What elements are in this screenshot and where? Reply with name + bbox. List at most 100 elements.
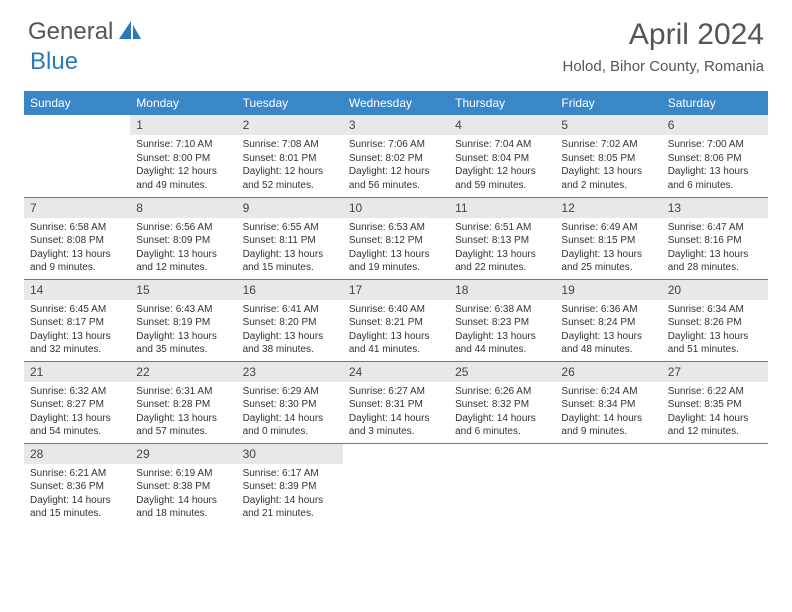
weekday-header: Sunday: [24, 91, 130, 115]
day-number: 5: [555, 115, 661, 135]
day-details: Sunrise: 6:36 AMSunset: 8:24 PMDaylight:…: [555, 300, 661, 361]
day-details: Sunrise: 6:19 AMSunset: 8:38 PMDaylight:…: [130, 464, 236, 525]
day-number: [662, 444, 768, 450]
day-number: 2: [237, 115, 343, 135]
day-number: 10: [343, 198, 449, 218]
day-details: Sunrise: 6:56 AMSunset: 8:09 PMDaylight:…: [130, 218, 236, 279]
day-number: [343, 444, 449, 450]
day-number: 7: [24, 198, 130, 218]
logo: General: [28, 18, 145, 46]
day-details: Sunrise: 7:08 AMSunset: 8:01 PMDaylight:…: [237, 135, 343, 196]
day-details: Sunrise: 6:55 AMSunset: 8:11 PMDaylight:…: [237, 218, 343, 279]
calendar-cell: 28Sunrise: 6:21 AMSunset: 8:36 PMDayligh…: [24, 443, 130, 525]
day-details: Sunrise: 7:10 AMSunset: 8:00 PMDaylight:…: [130, 135, 236, 196]
calendar-week-row: 1Sunrise: 7:10 AMSunset: 8:00 PMDaylight…: [24, 115, 768, 197]
day-number: 25: [449, 362, 555, 382]
calendar-cell: 1Sunrise: 7:10 AMSunset: 8:00 PMDaylight…: [130, 115, 236, 197]
day-number: 15: [130, 280, 236, 300]
day-details: Sunrise: 6:24 AMSunset: 8:34 PMDaylight:…: [555, 382, 661, 443]
day-details: Sunrise: 6:41 AMSunset: 8:20 PMDaylight:…: [237, 300, 343, 361]
day-details: Sunrise: 6:40 AMSunset: 8:21 PMDaylight:…: [343, 300, 449, 361]
calendar-cell: 17Sunrise: 6:40 AMSunset: 8:21 PMDayligh…: [343, 279, 449, 361]
day-number: 8: [130, 198, 236, 218]
logo-text-general: General: [28, 18, 113, 46]
day-number: 3: [343, 115, 449, 135]
title-block: April 2024 Holod, Bihor County, Romania: [563, 18, 765, 75]
calendar-cell: 10Sunrise: 6:53 AMSunset: 8:12 PMDayligh…: [343, 197, 449, 279]
day-details: Sunrise: 6:22 AMSunset: 8:35 PMDaylight:…: [662, 382, 768, 443]
day-number: 29: [130, 444, 236, 464]
day-number: 9: [237, 198, 343, 218]
calendar-cell: 2Sunrise: 7:08 AMSunset: 8:01 PMDaylight…: [237, 115, 343, 197]
day-details: Sunrise: 6:43 AMSunset: 8:19 PMDaylight:…: [130, 300, 236, 361]
logo-sail-icon: [117, 19, 143, 46]
day-details: Sunrise: 6:27 AMSunset: 8:31 PMDaylight:…: [343, 382, 449, 443]
calendar-week-row: 7Sunrise: 6:58 AMSunset: 8:08 PMDaylight…: [24, 197, 768, 279]
location: Holod, Bihor County, Romania: [563, 58, 765, 75]
day-details: Sunrise: 7:06 AMSunset: 8:02 PMDaylight:…: [343, 135, 449, 196]
weekday-header: Monday: [130, 91, 236, 115]
calendar-cell: 22Sunrise: 6:31 AMSunset: 8:28 PMDayligh…: [130, 361, 236, 443]
day-number: 30: [237, 444, 343, 464]
day-number: 4: [449, 115, 555, 135]
logo-blue-row: Blue: [30, 48, 78, 76]
calendar-cell: 4Sunrise: 7:04 AMSunset: 8:04 PMDaylight…: [449, 115, 555, 197]
day-details: Sunrise: 6:17 AMSunset: 8:39 PMDaylight:…: [237, 464, 343, 525]
calendar-cell: 23Sunrise: 6:29 AMSunset: 8:30 PMDayligh…: [237, 361, 343, 443]
day-number: 22: [130, 362, 236, 382]
day-details: Sunrise: 6:53 AMSunset: 8:12 PMDaylight:…: [343, 218, 449, 279]
calendar-cell: 14Sunrise: 6:45 AMSunset: 8:17 PMDayligh…: [24, 279, 130, 361]
calendar-cell: 7Sunrise: 6:58 AMSunset: 8:08 PMDaylight…: [24, 197, 130, 279]
calendar-cell: 30Sunrise: 6:17 AMSunset: 8:39 PMDayligh…: [237, 443, 343, 525]
day-details: Sunrise: 7:02 AMSunset: 8:05 PMDaylight:…: [555, 135, 661, 196]
header: General April 2024 Holod, Bihor County, …: [0, 0, 792, 83]
weekday-header: Friday: [555, 91, 661, 115]
calendar-cell: 19Sunrise: 6:36 AMSunset: 8:24 PMDayligh…: [555, 279, 661, 361]
calendar-cell: 15Sunrise: 6:43 AMSunset: 8:19 PMDayligh…: [130, 279, 236, 361]
day-details: Sunrise: 6:38 AMSunset: 8:23 PMDaylight:…: [449, 300, 555, 361]
day-details: Sunrise: 6:51 AMSunset: 8:13 PMDaylight:…: [449, 218, 555, 279]
day-details: Sunrise: 6:26 AMSunset: 8:32 PMDaylight:…: [449, 382, 555, 443]
day-number: 16: [237, 280, 343, 300]
weekday-header: Wednesday: [343, 91, 449, 115]
calendar-cell: 3Sunrise: 7:06 AMSunset: 8:02 PMDaylight…: [343, 115, 449, 197]
day-number: 28: [24, 444, 130, 464]
day-details: Sunrise: 6:32 AMSunset: 8:27 PMDaylight:…: [24, 382, 130, 443]
calendar-week-row: 21Sunrise: 6:32 AMSunset: 8:27 PMDayligh…: [24, 361, 768, 443]
day-number: 23: [237, 362, 343, 382]
day-details: Sunrise: 7:04 AMSunset: 8:04 PMDaylight:…: [449, 135, 555, 196]
calendar-cell: 16Sunrise: 6:41 AMSunset: 8:20 PMDayligh…: [237, 279, 343, 361]
month-title: April 2024: [563, 18, 765, 52]
day-details: Sunrise: 6:47 AMSunset: 8:16 PMDaylight:…: [662, 218, 768, 279]
day-number: [555, 444, 661, 450]
weekday-header: Saturday: [662, 91, 768, 115]
calendar-cell: [24, 115, 130, 197]
day-number: [449, 444, 555, 450]
calendar-cell: 20Sunrise: 6:34 AMSunset: 8:26 PMDayligh…: [662, 279, 768, 361]
calendar-week-row: 28Sunrise: 6:21 AMSunset: 8:36 PMDayligh…: [24, 443, 768, 525]
calendar-cell: [343, 443, 449, 525]
day-number: 11: [449, 198, 555, 218]
day-number: 6: [662, 115, 768, 135]
day-details: Sunrise: 6:29 AMSunset: 8:30 PMDaylight:…: [237, 382, 343, 443]
day-number: 14: [24, 280, 130, 300]
calendar-cell: [449, 443, 555, 525]
day-number: 18: [449, 280, 555, 300]
day-number: [24, 115, 130, 121]
day-number: 13: [662, 198, 768, 218]
calendar-cell: 21Sunrise: 6:32 AMSunset: 8:27 PMDayligh…: [24, 361, 130, 443]
day-number: 17: [343, 280, 449, 300]
calendar-cell: 9Sunrise: 6:55 AMSunset: 8:11 PMDaylight…: [237, 197, 343, 279]
weekday-header: Tuesday: [237, 91, 343, 115]
day-number: 20: [662, 280, 768, 300]
day-details: Sunrise: 6:21 AMSunset: 8:36 PMDaylight:…: [24, 464, 130, 525]
calendar-cell: 26Sunrise: 6:24 AMSunset: 8:34 PMDayligh…: [555, 361, 661, 443]
logo-text-blue: Blue: [30, 48, 78, 75]
day-details: Sunrise: 7:00 AMSunset: 8:06 PMDaylight:…: [662, 135, 768, 196]
day-number: 24: [343, 362, 449, 382]
calendar-cell: 12Sunrise: 6:49 AMSunset: 8:15 PMDayligh…: [555, 197, 661, 279]
calendar-cell: 13Sunrise: 6:47 AMSunset: 8:16 PMDayligh…: [662, 197, 768, 279]
weekday-header: Thursday: [449, 91, 555, 115]
day-number: 19: [555, 280, 661, 300]
day-number: 26: [555, 362, 661, 382]
